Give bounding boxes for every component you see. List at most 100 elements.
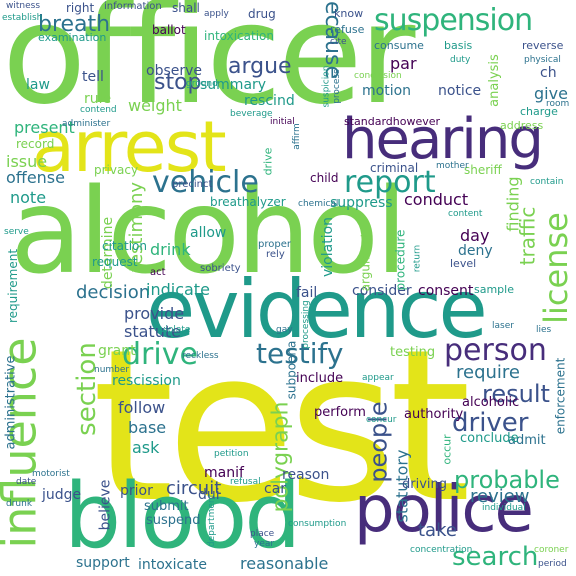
word: act — [150, 267, 166, 278]
word: petition — [214, 449, 249, 459]
word: suspend — [146, 513, 201, 528]
word: physical — [524, 55, 561, 65]
word: dui — [198, 487, 220, 503]
word: blood — [64, 464, 301, 569]
word: conclusion — [354, 71, 402, 81]
word: result — [482, 380, 550, 408]
word: drug — [248, 7, 276, 21]
word: violation — [320, 216, 337, 278]
word: judge — [42, 487, 82, 503]
word: vehicle — [152, 165, 259, 200]
word: law — [26, 77, 50, 93]
word: information — [104, 1, 162, 12]
word: evidence — [146, 263, 488, 356]
word: people — [364, 401, 393, 483]
word: concentration — [410, 545, 473, 555]
word: reasonable — [240, 554, 329, 573]
word: child — [310, 171, 339, 185]
word: criminal — [370, 161, 419, 175]
word: grant — [98, 343, 136, 359]
word: hearing — [342, 107, 544, 172]
word: issue — [6, 152, 48, 171]
word: citation — [102, 239, 147, 253]
word: sobriety — [200, 263, 241, 274]
word: level — [450, 257, 477, 270]
word: mother — [436, 161, 469, 171]
word: apply — [204, 9, 229, 19]
word: license — [536, 212, 575, 324]
word: rely — [266, 249, 285, 260]
word: motorist — [32, 469, 70, 479]
word: beverage — [230, 109, 273, 119]
word: witness — [6, 1, 41, 11]
word: individual — [482, 503, 526, 513]
word: tell — [82, 69, 104, 85]
word: address — [500, 119, 544, 132]
word: par — [390, 54, 417, 73]
word: reason — [282, 467, 330, 483]
word: search — [452, 542, 539, 572]
word: concur — [366, 415, 397, 425]
word: ground — [186, 79, 218, 89]
word: officer — [2, 0, 415, 135]
word: privacy — [94, 163, 139, 177]
word: basis — [444, 39, 473, 52]
word: give — [534, 84, 568, 103]
word: follow — [118, 398, 166, 417]
word: stop — [154, 70, 202, 95]
word: testify — [256, 337, 344, 370]
word: rescission — [112, 373, 181, 389]
word: room — [546, 99, 570, 109]
word: present — [14, 118, 75, 137]
word: driver — [452, 408, 529, 438]
word: authority — [404, 407, 464, 422]
word: affirm — [291, 123, 302, 150]
word: weight — [128, 96, 182, 115]
word: serve — [4, 227, 29, 237]
word: prior — [120, 483, 153, 499]
word: gay — [276, 325, 293, 335]
word: breath — [38, 12, 111, 37]
word: analysis — [486, 54, 502, 107]
word: require — [456, 362, 520, 383]
word: consider — [352, 283, 412, 299]
word: suspension — [374, 3, 533, 38]
word: motion — [362, 83, 412, 99]
word: place — [250, 529, 275, 539]
word: date — [16, 477, 37, 487]
word: drink — [150, 240, 191, 259]
word: intoxicate — [138, 557, 207, 573]
word: statute — [124, 322, 181, 341]
word: rule — [84, 91, 112, 107]
word: rescind — [244, 93, 295, 109]
word: conclude — [460, 431, 519, 446]
word: deny — [458, 243, 493, 259]
word: record — [16, 137, 55, 151]
word: police — [354, 473, 534, 547]
word: reverse — [522, 39, 564, 52]
word: suspicion — [321, 65, 332, 108]
word: occur — [440, 434, 454, 465]
word: administrative — [3, 355, 19, 450]
word: contend — [80, 105, 117, 115]
word: finding — [503, 176, 523, 232]
word: consumption — [288, 519, 347, 529]
word: appear — [362, 373, 394, 383]
word: report — [344, 165, 436, 200]
word: believe — [97, 479, 114, 531]
word: department — [207, 493, 218, 548]
word: request — [92, 255, 138, 269]
word: establish — [2, 13, 43, 23]
word: cite — [330, 37, 347, 47]
word: sample — [474, 283, 514, 296]
word: admit — [508, 433, 546, 448]
word: notice — [438, 83, 482, 99]
word: car — [264, 481, 287, 497]
word: refuse — [330, 23, 365, 36]
word: subpoena — [284, 340, 299, 400]
word: return — [412, 244, 423, 273]
word: suppress — [330, 195, 393, 211]
word: examination — [38, 31, 107, 44]
word: drunk — [6, 499, 33, 509]
